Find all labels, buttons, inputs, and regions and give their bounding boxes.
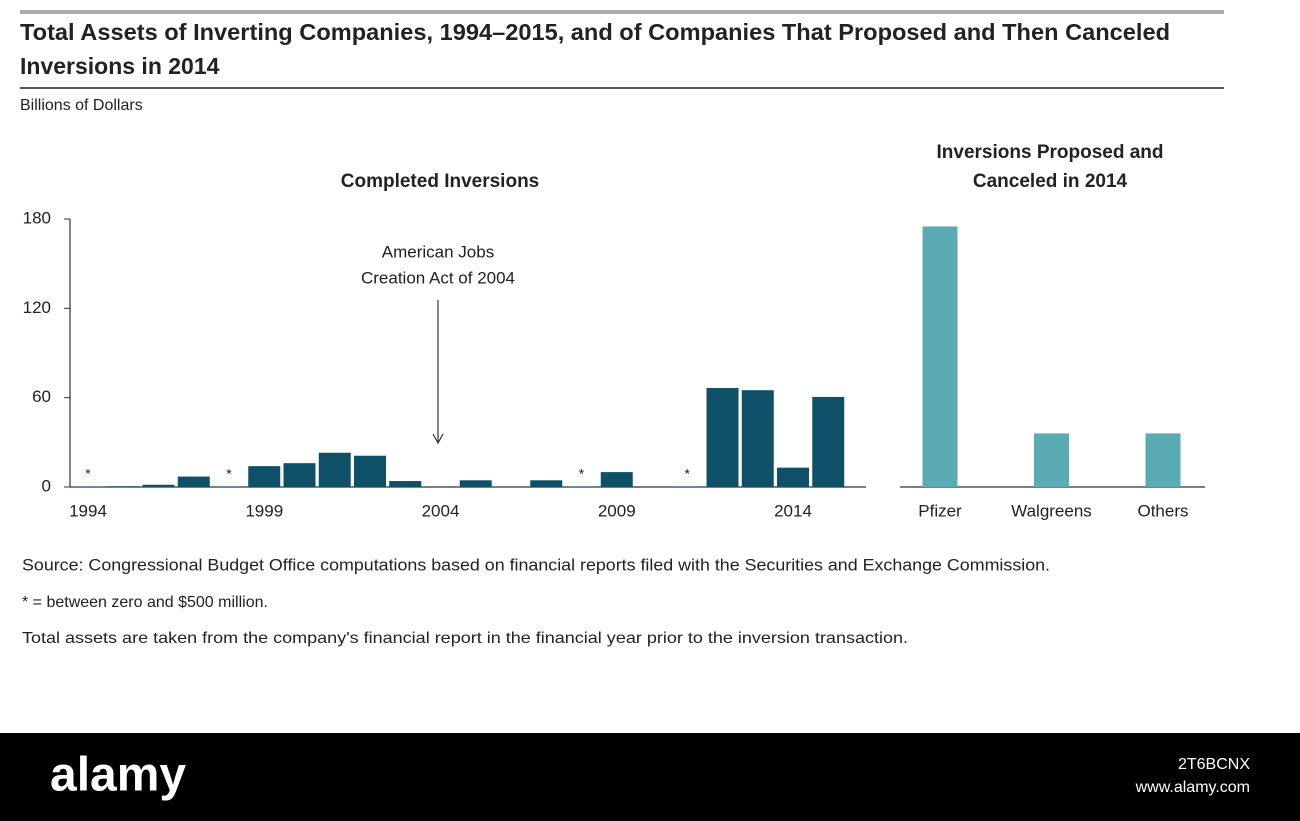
x-tick-label: 2009 xyxy=(598,501,636,520)
watermark-brand: alamy xyxy=(50,749,186,802)
footnote: Total assets are taken from the company'… xyxy=(22,630,908,647)
bar xyxy=(706,387,739,487)
top-rule xyxy=(20,10,1224,14)
value-label: * xyxy=(579,465,585,481)
bar xyxy=(142,484,175,487)
x-tick-label: Pfizer xyxy=(918,501,962,520)
y-tick-label: 0 xyxy=(42,476,51,495)
x-tick-label: Walgreens xyxy=(1011,501,1092,520)
value-label: * xyxy=(685,465,691,481)
value-label: * xyxy=(226,465,232,481)
bar xyxy=(283,463,316,487)
bar xyxy=(354,455,386,487)
annotation: Creation Act of 2004 xyxy=(361,268,515,287)
x-tick-label: 1994 xyxy=(69,501,107,520)
bar xyxy=(777,467,809,487)
y-tick-label: 180 xyxy=(23,208,51,227)
watermark-band xyxy=(0,733,1300,821)
watermark-id: 2T6BCNX xyxy=(1178,756,1250,773)
annotation-arrowhead xyxy=(432,433,444,445)
footnote: * = between zero and $500 million. xyxy=(22,594,268,611)
title-line: Inversions in 2014 xyxy=(20,53,220,79)
bar xyxy=(1034,433,1069,487)
panel-subtitle: Completed Inversions xyxy=(341,171,540,192)
x-tick-label: 1999 xyxy=(245,501,283,520)
bar xyxy=(741,390,774,487)
bar xyxy=(530,480,563,487)
x-tick-label: 2004 xyxy=(422,501,460,520)
bar xyxy=(812,396,845,487)
bar xyxy=(248,466,281,487)
annotation: American Jobs xyxy=(382,242,494,261)
y-tick-label: 120 xyxy=(23,298,51,317)
x-tick-label: 2014 xyxy=(774,501,812,520)
bar xyxy=(318,452,351,487)
bar xyxy=(922,226,958,487)
panel-subtitle: Canceled in 2014 xyxy=(973,171,1128,192)
x-tick-label: Others xyxy=(1137,501,1188,520)
units-label: Billions of Dollars xyxy=(20,97,143,114)
bar xyxy=(1145,433,1181,487)
y-tick-label: 60 xyxy=(32,387,51,406)
bar xyxy=(459,480,492,487)
bar xyxy=(177,476,210,487)
value-label: * xyxy=(85,465,91,481)
panel-subtitle: Inversions Proposed and xyxy=(937,142,1164,163)
bar xyxy=(107,486,140,487)
source-note: Source: Congressional Budget Office comp… xyxy=(22,555,1050,574)
bar xyxy=(600,472,633,487)
bar xyxy=(389,481,422,487)
watermark-site: www.alamy.com xyxy=(1135,779,1250,796)
title-line: Total Assets of Inverting Companies, 199… xyxy=(20,19,1170,45)
